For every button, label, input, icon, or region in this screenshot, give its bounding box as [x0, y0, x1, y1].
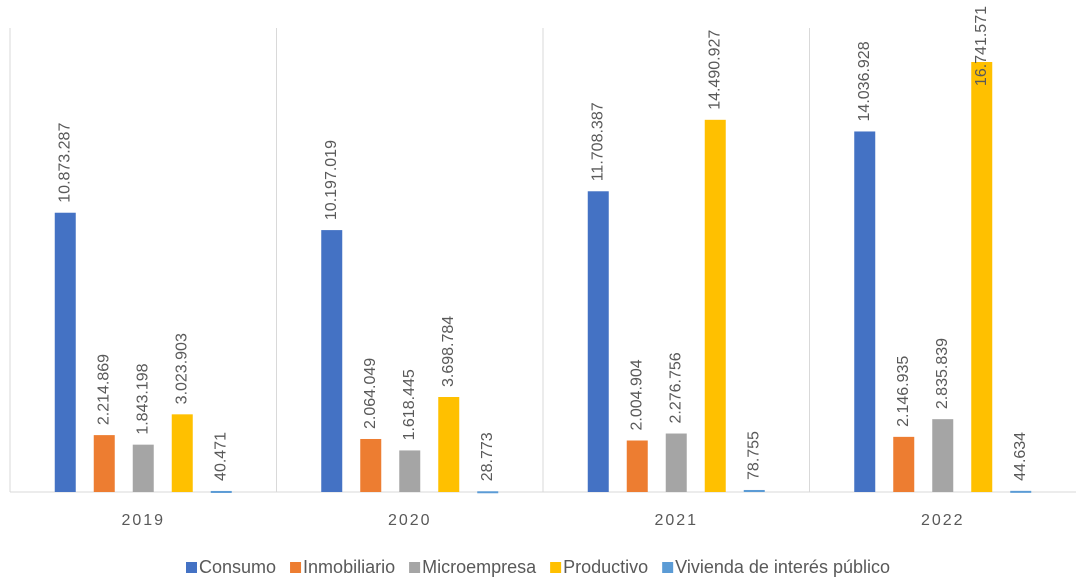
bar — [321, 230, 343, 493]
legend-label: Productivo — [563, 557, 648, 577]
value-label: 1.843.198 — [134, 363, 151, 434]
bar — [54, 212, 76, 492]
legend-label: Consumo — [199, 557, 276, 577]
bar — [626, 440, 648, 492]
bar — [665, 433, 687, 492]
x-tick-label: 2019 — [121, 512, 165, 529]
value-label: 14.490.927 — [706, 30, 723, 110]
bar — [477, 491, 499, 494]
bar — [210, 490, 232, 493]
bar — [93, 435, 115, 492]
x-tick-label: 2021 — [654, 512, 698, 529]
value-label: 2.064.049 — [362, 358, 379, 429]
bar — [743, 489, 765, 492]
value-label: 2.214.869 — [95, 354, 112, 425]
value-label: 2.004.904 — [628, 359, 645, 430]
legend-label: Microempresa — [422, 557, 537, 577]
value-label: 10.197.019 — [323, 140, 340, 220]
bar — [704, 119, 726, 492]
legend-swatch — [662, 562, 674, 573]
value-label: 44.634 — [1012, 432, 1029, 481]
legend-item: Vivienda de interés público — [662, 557, 890, 577]
legend-label: Vivienda de interés público — [675, 557, 890, 577]
value-label: 1.618.445 — [401, 369, 418, 440]
value-label: 28.773 — [479, 432, 496, 481]
value-label: 11.708.387 — [589, 102, 606, 181]
value-label: 16.741.571 — [973, 6, 990, 86]
bar — [971, 62, 993, 492]
bar — [893, 436, 915, 492]
value-label: 10.873.287 — [56, 123, 73, 203]
value-label: 40.471 — [212, 432, 229, 481]
legend-item: Inmobiliario — [290, 557, 395, 577]
bar — [932, 419, 954, 492]
bar — [132, 444, 154, 492]
bar — [171, 414, 193, 492]
value-label: 2.146.935 — [895, 356, 912, 427]
legend-swatch — [550, 562, 562, 573]
legend-item: Consumo — [186, 557, 276, 577]
x-tick-label: 2022 — [921, 512, 965, 529]
value-label: 78.755 — [745, 431, 762, 480]
bar — [1010, 490, 1032, 493]
bar — [399, 450, 421, 492]
legend-item: Productivo — [550, 557, 648, 577]
value-label: 14.036.928 — [856, 41, 873, 121]
bar — [360, 438, 382, 492]
bar — [587, 191, 609, 492]
legend-item: Microempresa — [409, 557, 537, 577]
x-tick-label: 2020 — [388, 512, 432, 529]
legend-swatch — [409, 562, 421, 573]
bar — [854, 131, 876, 492]
value-label: 3.023.903 — [173, 333, 190, 404]
value-label: 3.698.784 — [440, 316, 457, 387]
bar — [438, 396, 460, 492]
legend-swatch — [290, 562, 302, 573]
legend-label: Inmobiliario — [303, 557, 395, 577]
legend-swatch — [186, 562, 197, 573]
value-label: 2.835.839 — [934, 338, 951, 409]
value-label: 2.276.756 — [667, 352, 684, 423]
